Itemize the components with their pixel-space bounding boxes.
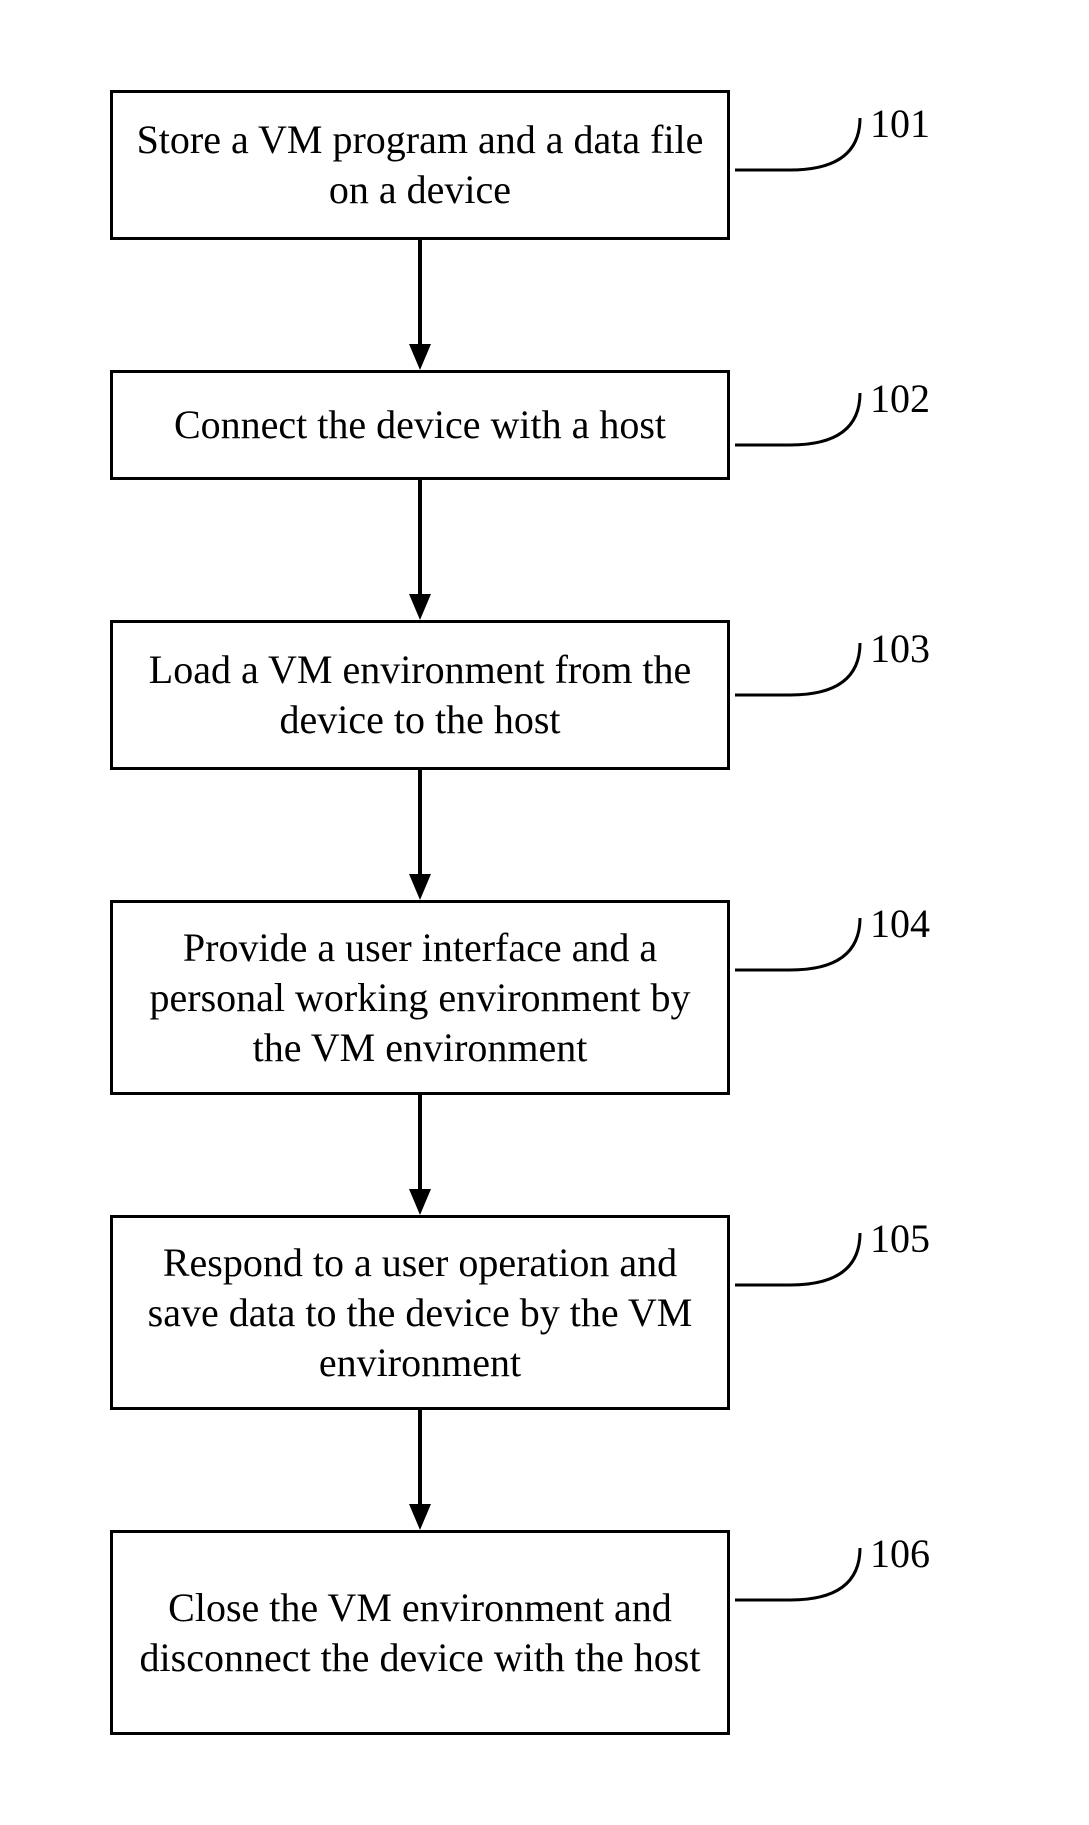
flowchart-label-connector-n6 bbox=[735, 1548, 860, 1600]
flowchart-arrowhead-n3-n4 bbox=[409, 874, 431, 900]
flowchart-ref-label-n1: 101 bbox=[870, 100, 930, 147]
flowchart-ref-label-n3: 103 bbox=[870, 625, 930, 672]
flowchart-arrowhead-n2-n3 bbox=[409, 594, 431, 620]
flowchart-canvas: Store a VM program and a data file on a … bbox=[0, 0, 1089, 1825]
flowchart-node-n4: Provide a user interface and a personal … bbox=[110, 900, 730, 1095]
flowchart-label-connector-n2 bbox=[735, 393, 860, 445]
flowchart-arrowhead-n1-n2 bbox=[409, 344, 431, 370]
flowchart-label-connector-n1 bbox=[735, 118, 860, 170]
flowchart-node-n1: Store a VM program and a data file on a … bbox=[110, 90, 730, 240]
flowchart-label-connector-n3 bbox=[735, 643, 860, 695]
flowchart-ref-label-n4: 104 bbox=[870, 900, 930, 947]
flowchart-ref-label-n2: 102 bbox=[870, 375, 930, 422]
flowchart-arrowhead-n4-n5 bbox=[409, 1189, 431, 1215]
flowchart-node-n2: Connect the device with a host bbox=[110, 370, 730, 480]
flowchart-arrowhead-n5-n6 bbox=[409, 1504, 431, 1530]
flowchart-label-connector-n5 bbox=[735, 1233, 860, 1285]
flowchart-node-n5: Respond to a user operation and save dat… bbox=[110, 1215, 730, 1410]
flowchart-ref-label-n6: 106 bbox=[870, 1530, 930, 1577]
flowchart-ref-label-n5: 105 bbox=[870, 1215, 930, 1262]
flowchart-node-n6: Close the VM environment and disconnect … bbox=[110, 1530, 730, 1735]
flowchart-label-connector-n4 bbox=[735, 918, 860, 970]
flowchart-node-n3: Load a VM environment from the device to… bbox=[110, 620, 730, 770]
